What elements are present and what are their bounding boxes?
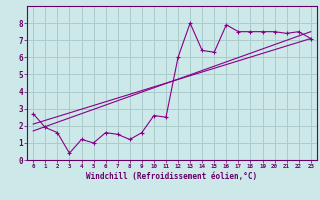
X-axis label: Windchill (Refroidissement éolien,°C): Windchill (Refroidissement éolien,°C) [86, 172, 258, 181]
